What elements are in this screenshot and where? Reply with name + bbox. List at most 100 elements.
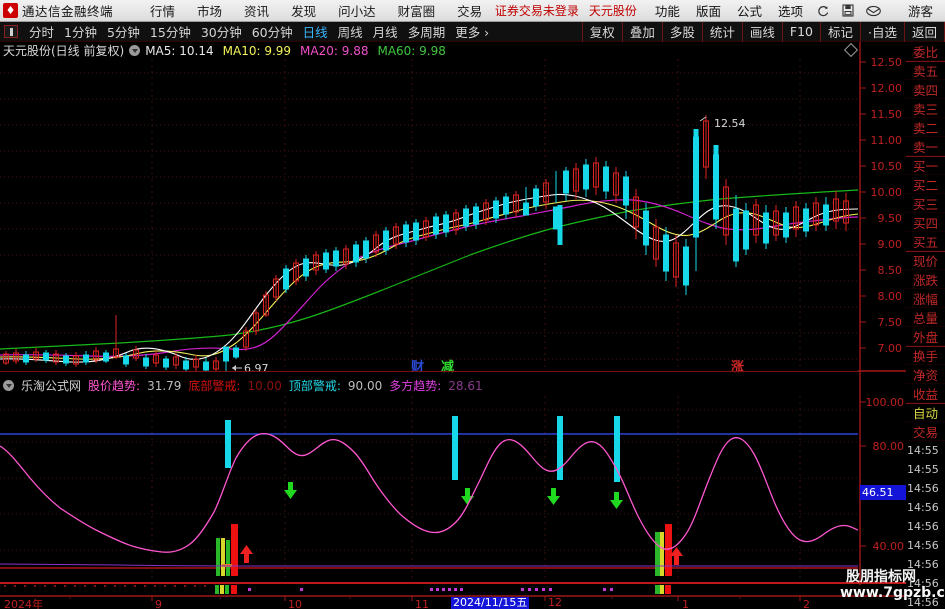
tick-time-7: 14:56 xyxy=(907,577,939,590)
tool-fanhui[interactable]: 返回 xyxy=(903,21,945,42)
ma10-label: MA10: 9.99 xyxy=(222,43,292,58)
period-fenshi[interactable]: 分时 xyxy=(29,25,55,40)
indicator-dingbujingjie-label: 顶部警戒: xyxy=(288,379,341,393)
quote-level2-panel: 委比 卖五 卖四 卖三 卖二 卖一 买一 买二 买三 买四 买五 现价 涨跌 涨… xyxy=(906,42,945,609)
period-toolbar: 分时 1分钟 5分钟 15分钟 30分钟 60分钟 日线 周线 月线 多周期 更… xyxy=(0,21,945,42)
quote-row-changepct: 涨幅 xyxy=(906,289,945,308)
menu-item-shichang[interactable]: 市场 xyxy=(197,4,223,19)
indicator-header: 乐淘公式网 股价趋势: 31.79 底部警戒: 10.00 顶部警戒: 90.0… xyxy=(0,377,858,394)
tool-zixuan[interactable]: ·自选 xyxy=(860,21,904,42)
period-more[interactable]: 更多 › xyxy=(455,25,490,40)
indicator-dingbujingjie-value: 90.00 xyxy=(347,378,383,393)
quote-trade-button[interactable]: 交易 xyxy=(906,422,945,441)
ind-tick-100: 100.00 xyxy=(866,396,905,409)
price-candlestick-chart[interactable]: 12.54 6.97 财 减 涨 xyxy=(0,59,858,375)
quote-row-sell4: 卖四 xyxy=(906,80,945,99)
quote-row-change: 涨跌 xyxy=(906,270,945,289)
period-daily[interactable]: 日线 xyxy=(302,25,328,40)
date-tick-10: 10 xyxy=(288,598,302,609)
current-stock-label: 天元股份 xyxy=(588,4,637,18)
high-annotation-text: 12.54 xyxy=(714,117,746,130)
quote-row-sell3: 卖三 xyxy=(906,99,945,118)
price-tick-10-00: 10.00 xyxy=(871,186,903,199)
date-cursor-label: 2024/11/15五 xyxy=(451,596,530,609)
main-menu-bar: ♦ 通达信金融终端 行情 市场 资讯 发现 问小达 财富圈 交易 证券交易未登录… xyxy=(0,0,945,22)
ind-tick-80: 80.00 xyxy=(873,440,905,453)
ind-tick-40: 40.00 xyxy=(873,540,905,553)
circle-gear-icon[interactable] xyxy=(3,380,14,391)
price-tick-9-50: 9.50 xyxy=(878,212,903,225)
tool-tongji[interactable]: 统计 xyxy=(701,21,742,42)
save-icon[interactable] xyxy=(840,3,857,18)
quote-row-sell5: 卖五 xyxy=(906,61,945,80)
mail-icon[interactable] xyxy=(865,3,882,18)
ma20-label: MA20: 9.88 xyxy=(300,43,369,58)
quote-row-buy5: 买五 xyxy=(906,232,945,251)
pane-divider-top xyxy=(0,371,906,372)
tick-time-3: 14:56 xyxy=(907,501,939,514)
bottom-red-divider xyxy=(0,582,906,584)
overlay-label-zhang: 涨 xyxy=(731,360,745,375)
price-tick-12-00: 12.00 xyxy=(871,82,903,95)
quote-auto-button[interactable]: 自动 xyxy=(906,403,945,422)
menu-item-wenxiaoda[interactable]: 问小达 xyxy=(338,4,376,19)
refresh-icon[interactable] xyxy=(815,3,832,18)
menu-item-caifuquan[interactable]: 财富圈 xyxy=(397,4,436,19)
tool-duogu[interactable]: 多股 xyxy=(661,21,702,42)
price-trend-line xyxy=(0,432,858,553)
period-1min[interactable]: 1分钟 xyxy=(64,25,97,40)
tool-fuquan[interactable]: 复权 xyxy=(581,21,622,42)
indicator-gujiaqushi-value: 31.79 xyxy=(147,378,182,393)
date-tick-2024: 2024年 xyxy=(4,597,43,609)
period-monthly[interactable]: 月线 xyxy=(372,25,398,40)
menu-item-banmian[interactable]: 版面 xyxy=(695,4,721,19)
chevron-down-circle-icon[interactable] xyxy=(129,45,141,56)
tool-biaoji[interactable]: 标记 xyxy=(819,21,860,42)
tool-diejia[interactable]: 叠加 xyxy=(621,21,662,42)
low-annotation: 6.97 xyxy=(232,362,269,371)
period-15min[interactable]: 15分钟 xyxy=(149,25,191,40)
tool-f10[interactable]: F10 xyxy=(781,21,820,42)
indicator-source-label: 乐淘公式网 xyxy=(21,379,82,393)
quote-row-outer: 外盘 xyxy=(906,327,945,346)
menu-item-jiaoyi[interactable]: 交易 xyxy=(457,4,483,19)
menu-item-gongneng[interactable]: 功能 xyxy=(654,4,680,19)
low-annotation-text: 6.97 xyxy=(244,362,269,371)
layout-toggle-icon[interactable] xyxy=(4,25,18,38)
indicator-duofangqushi-label: 多方趋势: xyxy=(389,379,442,393)
quote-row-volume: 总量 xyxy=(906,308,945,327)
indicator-dibujingjie-value: 10.00 xyxy=(247,378,282,393)
period-60min[interactable]: 60分钟 xyxy=(251,25,293,40)
tick-time-6: 14:56 xyxy=(907,558,939,571)
tick-time-0: 14:55 xyxy=(907,444,939,457)
menu-item-hangqing[interactable]: 行情 xyxy=(150,4,176,19)
quote-row-sell2: 卖二 xyxy=(906,118,945,137)
indicator-oscillator-chart[interactable] xyxy=(0,396,858,585)
high-annotation: 12.54 xyxy=(699,116,746,130)
indicator-duofangqushi-value: 28.61 xyxy=(448,378,483,393)
price-tick-8-00: 8.00 xyxy=(878,290,903,303)
price-tick-11-00: 11.00 xyxy=(871,134,903,147)
quote-row-buy2: 买二 xyxy=(906,175,945,194)
buy-arrow-markers xyxy=(240,545,683,565)
price-tick-7-00: 7.00 xyxy=(878,342,903,355)
tool-huaxian[interactable]: 画线 xyxy=(741,21,782,42)
price-axis: 12.50 12.00 11.50 11.00 10.50 10.00 9.50… xyxy=(858,42,906,585)
menu-item-xuanxiang[interactable]: 选项 xyxy=(777,4,803,19)
menu-item-gongshi[interactable]: 公式 xyxy=(736,4,762,19)
indicator-chart-svg xyxy=(0,396,858,585)
period-multi[interactable]: 多周期 xyxy=(407,25,446,40)
quote-row-earnings: 收益 xyxy=(906,384,945,403)
menu-item-faxian[interactable]: 发现 xyxy=(291,4,317,19)
date-axis: 2024年 9 10 11 1 2 2024/11/15五 12 xyxy=(0,585,906,609)
period-5min[interactable]: 5分钟 xyxy=(106,25,140,40)
period-weekly[interactable]: 周线 xyxy=(337,25,363,40)
watermark-site-name: 股朋指标网 xyxy=(846,569,916,585)
user-account-label[interactable]: 游客 xyxy=(907,4,933,19)
price-tick-9-00: 9.00 xyxy=(878,238,903,251)
period-30min[interactable]: 30分钟 xyxy=(200,25,242,40)
quote-row-sell1: 卖一 xyxy=(906,137,945,156)
menu-item-zixun[interactable]: 资讯 xyxy=(244,4,270,19)
price-tick-11-50: 11.50 xyxy=(871,108,903,121)
menu-bar-right-group: 证券交易未登录 天元股份 功能 版面 公式 选项 游客 xyxy=(495,0,945,21)
